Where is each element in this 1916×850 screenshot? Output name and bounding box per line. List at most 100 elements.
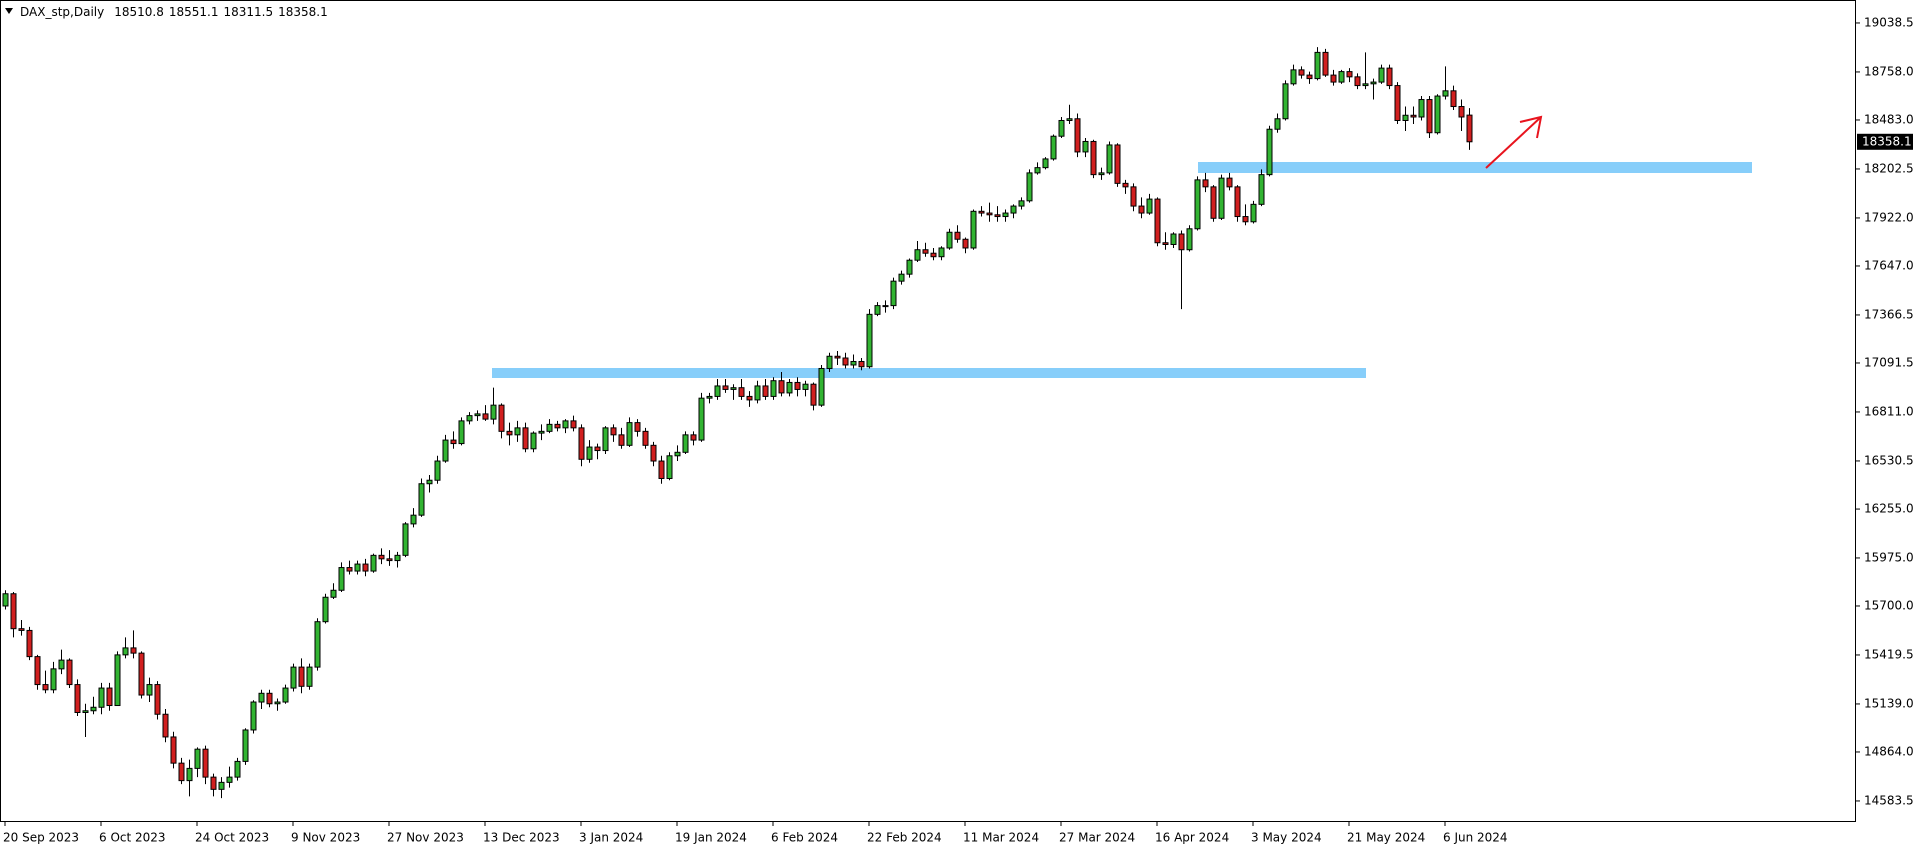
support-zone: [1198, 162, 1752, 173]
x-tick-label: 27 Nov 2023: [387, 831, 464, 845]
candle-body: [746, 395, 753, 401]
candle-body: [1298, 69, 1305, 76]
candle-body: [882, 305, 889, 308]
candle-body: [586, 446, 593, 460]
candle-body: [690, 434, 697, 441]
candle-body: [994, 214, 1001, 218]
candle-body: [850, 360, 857, 366]
candle-body: [186, 767, 193, 782]
candle-body: [834, 355, 841, 359]
candle-body: [226, 776, 233, 783]
y-tick-label: 17647.0: [1864, 258, 1914, 272]
candle-body: [666, 455, 673, 479]
candle-body: [114, 654, 121, 707]
candle-body: [1026, 172, 1033, 202]
candle-body: [842, 357, 849, 366]
candle-body: [1410, 114, 1417, 118]
candle-body: [1186, 228, 1193, 251]
support-zone: [492, 368, 1366, 378]
candle-body: [578, 427, 585, 460]
candle-body: [1074, 118, 1081, 153]
candle-body: [106, 687, 113, 707]
candle-body: [1210, 186, 1217, 219]
candle-body: [650, 444, 657, 462]
candle-body: [210, 776, 217, 790]
candle-body: [242, 729, 249, 762]
candle-body: [18, 628, 25, 631]
candle-body: [706, 395, 713, 399]
candle-body: [938, 247, 945, 258]
y-tick-label: 16255.0: [1864, 502, 1914, 516]
candle-body: [10, 593, 17, 630]
candle-body: [786, 381, 793, 394]
candle-body: [1370, 81, 1377, 85]
candle-body: [914, 249, 921, 261]
candle-body: [522, 427, 529, 450]
candle-body: [634, 422, 641, 432]
candle-body: [42, 684, 49, 691]
candle-body: [930, 252, 937, 258]
candle-body: [1258, 174, 1265, 205]
candle-body: [1346, 71, 1353, 78]
candle-body: [866, 313, 873, 368]
last-price-label: 18358.1: [1862, 134, 1912, 148]
candle-body: [1330, 74, 1337, 83]
candle-body: [1202, 179, 1209, 188]
candle-body: [1130, 186, 1137, 207]
axes: 19038.5 18758.0 18483.0 18202.5 17922.0 17647…: [3, 15, 1914, 844]
candle-body: [154, 684, 161, 715]
last-low: 18311.5: [223, 5, 273, 19]
candle-body: [1314, 51, 1321, 80]
candle-body: [322, 596, 329, 623]
candle-body: [1274, 118, 1281, 130]
candle-body: [274, 701, 281, 705]
candle-body: [1354, 76, 1361, 87]
candle-body: [194, 748, 201, 769]
candle-body: [658, 460, 665, 479]
candle-body: [874, 305, 881, 315]
y-tick-label: 19038.5: [1864, 15, 1914, 29]
candle-body: [346, 567, 353, 572]
candle-body: [922, 249, 929, 254]
chart-header: DAX_stp,Daily 18510.8 18551.1 18311.5 18358.…: [20, 5, 328, 19]
x-tick-label: 9 Nov 2023: [291, 831, 360, 845]
candle-body: [898, 273, 905, 282]
candle-body: [258, 692, 265, 703]
y-tick-label: 17366.5: [1864, 307, 1914, 321]
x-tick-label: 11 Mar 2024: [963, 831, 1039, 845]
candle-body: [1442, 90, 1449, 97]
candle-body: [58, 659, 65, 670]
arrow-head: [1519, 115, 1543, 139]
candle-body: [1122, 182, 1129, 188]
x-tick-label: 6 Feb 2024: [771, 831, 838, 845]
candle-body: [730, 387, 737, 390]
candle-body: [178, 762, 185, 782]
y-tick-label: 15975.0: [1864, 550, 1914, 564]
candle-body: [170, 736, 177, 764]
candle-body: [402, 523, 409, 556]
y-tick-label: 16811.0: [1864, 404, 1914, 418]
last-price-box: [1857, 133, 1913, 150]
y-tick-label: 15419.5: [1864, 647, 1914, 661]
candle-body: [1138, 205, 1145, 214]
candle-body: [458, 420, 465, 445]
candle-body: [490, 404, 497, 420]
candle-body: [970, 210, 977, 249]
candle-body: [762, 385, 769, 397]
candle-body: [554, 423, 561, 429]
candle-body: [1146, 198, 1153, 214]
x-tick-label: 24 Oct 2023: [195, 831, 269, 845]
candle-body: [1178, 233, 1185, 251]
y-tick-label: 18758.0: [1864, 64, 1914, 78]
last-open: 18510.8: [114, 5, 164, 19]
candle-body: [306, 666, 313, 687]
candle-body: [682, 434, 689, 453]
candle-body: [1194, 179, 1201, 230]
symbol-title: DAX_stp,Daily: [20, 5, 104, 19]
candle-body: [1050, 135, 1057, 160]
candle-body: [802, 383, 809, 390]
x-tick-label: 6 Jun 2024: [1443, 831, 1508, 845]
candle-body: [434, 460, 441, 481]
